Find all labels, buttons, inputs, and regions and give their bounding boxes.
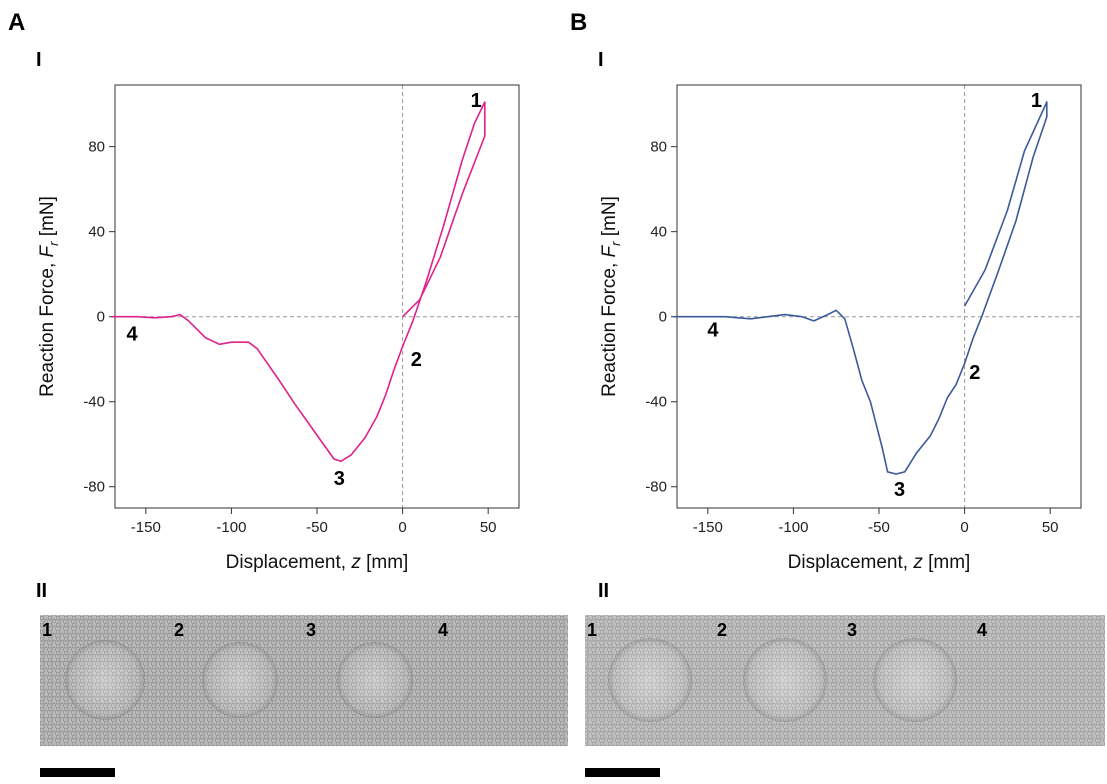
point-annotation: 3 [334, 468, 345, 490]
y-tick-label: 0 [97, 309, 105, 326]
x-tick-label: 50 [1042, 519, 1059, 536]
bulge [202, 642, 278, 718]
x-axis-label-part: [mm] [361, 552, 409, 573]
image-label: 1 [42, 620, 52, 640]
point-annotation: 1 [471, 90, 482, 112]
y-tick-label: 0 [659, 309, 667, 326]
y-axis-label-part: r [608, 241, 623, 246]
y-axis-label: Reaction Force, Fr [mN] [599, 196, 623, 397]
section-label: I [36, 49, 42, 71]
y-tick-label: -80 [83, 479, 105, 496]
x-axis-label-part: Displacement, [226, 552, 352, 573]
y-tick-label: 80 [650, 139, 667, 156]
data-line [111, 101, 486, 463]
point-annotation: 2 [969, 362, 980, 384]
x-tick-label: -100 [778, 519, 808, 536]
x-tick-label: -150 [131, 519, 161, 536]
x-axis-label-part: z [912, 552, 923, 573]
y-tick-label: 40 [88, 224, 105, 241]
bulge [873, 638, 957, 722]
bulge [743, 638, 827, 722]
bulge [608, 638, 692, 722]
y-axis-label-part: Reaction Force, [37, 257, 58, 396]
image-label: 2 [174, 620, 184, 640]
point-annotation: 1 [1031, 90, 1042, 112]
x-tick-label: 0 [398, 519, 406, 536]
data-line [673, 101, 1048, 475]
image-strips [40, 615, 1105, 777]
image-label: 4 [438, 620, 448, 640]
plot-frame [676, 84, 1082, 509]
panel-label: A [8, 9, 25, 36]
x-tick-label: -150 [693, 519, 723, 536]
point-annotation: 4 [127, 324, 139, 346]
section-label: II [598, 580, 609, 602]
section-label: II [36, 580, 47, 602]
image-label: 4 [977, 620, 987, 640]
y-tick-label: -40 [83, 394, 105, 411]
y-axis-label-part: [mN] [37, 196, 58, 241]
y-axis-label-part: F [37, 244, 58, 257]
y-axis-label-part: F [599, 244, 620, 257]
x-axis-label: Displacement, z [mm] [788, 552, 971, 573]
y-axis-label-part: [mN] [599, 196, 620, 241]
image-label: 3 [306, 620, 316, 640]
x-tick-label: -100 [216, 519, 246, 536]
y-axis-label-part: r [46, 241, 61, 246]
x-axis-label-part: Displacement, [788, 552, 914, 573]
y-tick-label: 80 [88, 139, 105, 156]
point-annotation: 2 [411, 349, 422, 371]
image-label: 3 [847, 620, 857, 640]
y-tick-label: 40 [650, 224, 667, 241]
y-axis-label-part: Reaction Force, [599, 257, 620, 396]
bulge [337, 642, 413, 718]
x-axis-label: Displacement, z [mm] [226, 552, 409, 573]
x-tick-label: -50 [306, 519, 328, 536]
scale-bar [40, 768, 115, 777]
x-axis-label-part: z [350, 552, 361, 573]
x-tick-label: 50 [480, 519, 497, 536]
image-label: 1 [587, 620, 597, 640]
panel-label: B [570, 9, 587, 36]
y-tick-label: -80 [645, 479, 667, 496]
y-axis-label: Reaction Force, Fr [mN] [37, 196, 61, 397]
x-tick-label: -50 [868, 519, 890, 536]
y-tick-label: -40 [645, 394, 667, 411]
plot-frame [114, 84, 520, 509]
x-tick-label: 0 [960, 519, 968, 536]
x-axis-label-part: [mm] [923, 552, 971, 573]
section-label: I [598, 49, 604, 71]
bulge [65, 640, 145, 720]
scale-bar [585, 768, 660, 777]
image-label: 2 [717, 620, 727, 640]
point-annotation: 4 [707, 319, 719, 341]
point-annotation: 3 [894, 479, 905, 501]
